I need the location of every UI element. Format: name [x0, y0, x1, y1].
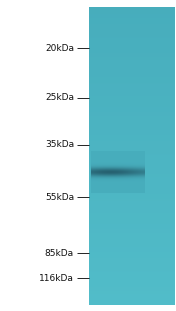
- Text: 116kDa: 116kDa: [39, 274, 74, 283]
- Text: 20kDa: 20kDa: [45, 44, 74, 53]
- Text: 35kDa: 35kDa: [45, 140, 74, 149]
- Text: 25kDa: 25kDa: [45, 94, 74, 102]
- Text: 55kDa: 55kDa: [45, 193, 74, 202]
- Text: 85kDa: 85kDa: [45, 249, 74, 258]
